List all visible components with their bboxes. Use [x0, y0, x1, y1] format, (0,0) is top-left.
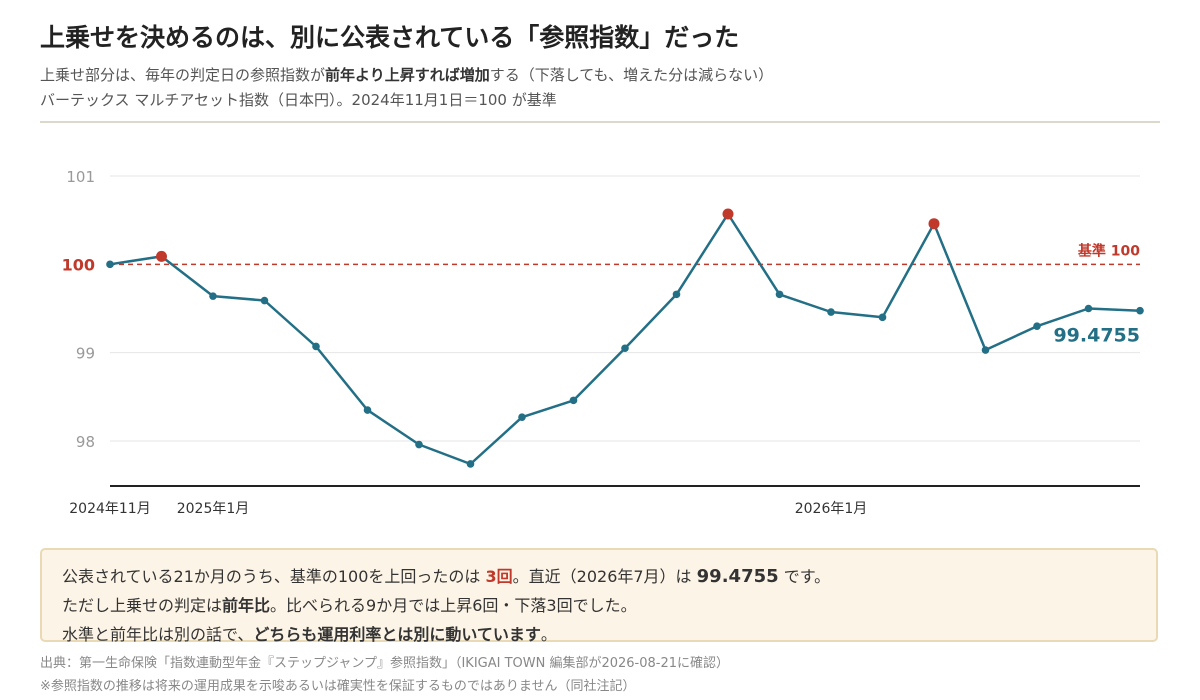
- summary-count: 3回: [485, 567, 513, 586]
- subtitle-line-1: 上乗せ部分は、毎年の判定日の参照指数が前年より上昇すれば増加する（下落しても、増…: [40, 64, 773, 85]
- summary-line-1: 公表されている21か月のうち、基準の100を上回ったのは 3回。直近（2026年…: [62, 562, 1138, 591]
- y-tick-label: 99: [76, 345, 95, 363]
- series-group: 99.4755: [106, 208, 1144, 468]
- baseline-label: 基準 100: [1078, 242, 1140, 259]
- data-point: [106, 260, 114, 269]
- header-divider: [40, 121, 1160, 123]
- summary-emphasis: どちらも運用利率とは別に動いています: [253, 625, 541, 644]
- data-point: [209, 292, 217, 300]
- data-point: [672, 290, 681, 299]
- summary-text: です。: [778, 567, 831, 586]
- last-value-label: 99.4755: [1053, 325, 1140, 347]
- summary-text: 。: [540, 625, 557, 644]
- summary-text: 。比べられる9か月では上昇6回・下落3回でした。: [270, 596, 637, 615]
- summary-text: 公表されている21か月のうち、基準の100を上回ったのは: [62, 567, 486, 586]
- y-tick-label: 101: [66, 168, 95, 186]
- summary-text: 。直近（2026年7月）は: [512, 567, 697, 586]
- y-tick-label: 98: [76, 433, 95, 451]
- y-tick-label: 100: [62, 255, 95, 274]
- highlight-point: [722, 208, 734, 220]
- x-tick-label: 2025年1月: [177, 501, 250, 517]
- index-line-chart: 98 99 100 101 基準 100 2024年11月 2025年1月 2026年1月…: [62, 168, 1144, 517]
- data-point: [981, 346, 990, 354]
- data-point: [827, 308, 835, 316]
- baseline-group: 基準 100: [110, 242, 1140, 266]
- summary-text: 水準と前年比は別の話で、: [62, 625, 254, 644]
- data-point: [312, 342, 320, 351]
- data-point: [260, 296, 269, 305]
- data-point: [466, 460, 475, 468]
- subtitle-text-c: する（下落しても、増えた分は減らない）: [489, 66, 774, 84]
- summary-line-3: 水準と前年比は別の話で、どちらも運用利率とは別に動いています。: [62, 620, 1138, 649]
- summary-latest-value: 99.4755: [696, 566, 779, 587]
- data-point: [775, 290, 784, 299]
- source-note: 出典：第一生命保険「指数連動型年金『ステップジャンプ』参照指数」（IKIGAI …: [40, 656, 730, 671]
- data-point: [363, 406, 372, 414]
- data-point: [1033, 322, 1041, 330]
- summary-emphasis: 前年比: [222, 596, 271, 615]
- summary-line-2: ただし上乗せの判定は前年比。比べられる9か月では上昇6回・下落3回でした。: [62, 591, 1138, 620]
- summary-text: ただし上乗せの判定は: [62, 596, 223, 615]
- highlight-point: [928, 218, 940, 230]
- series-line: [109, 212, 1141, 466]
- y-axis-ticks: 98 99 100 101: [62, 168, 95, 451]
- data-point: [518, 413, 526, 421]
- data-point: [1136, 306, 1144, 315]
- subtitle-text-a: 上乗せ部分は、毎年の判定日の参照指数が: [40, 66, 326, 84]
- data-point: [621, 344, 629, 353]
- data-point: [569, 396, 578, 405]
- data-point: [878, 313, 887, 322]
- x-tick-label: 2024年11月: [69, 501, 150, 517]
- x-axis-ticks: 2024年11月 2025年1月 2026年1月: [69, 501, 867, 517]
- subtitle-emphasis: 前年より上昇すれば増加: [325, 66, 490, 84]
- page-title: 上乗せを決めるのは、別に公表されている「参照指数」だった: [40, 23, 740, 52]
- summary-box: 公表されている21か月のうち、基準の100を上回ったのは 3回。直近（2026年…: [40, 548, 1158, 644]
- subtitle-line-2: バーテックス マルチアセット指数（日本円）。2024年11月1日＝100 が基準: [40, 91, 557, 109]
- grid-lines: [110, 175, 1140, 442]
- disclaimer-note: ※参照指数の推移は将来の運用成果を示唆あるいは確実性を保証するものではありません…: [40, 679, 636, 694]
- highlight-point: [156, 250, 167, 262]
- data-point: [415, 440, 423, 449]
- data-point: [1084, 304, 1093, 313]
- x-tick-label: 2026年1月: [795, 501, 868, 517]
